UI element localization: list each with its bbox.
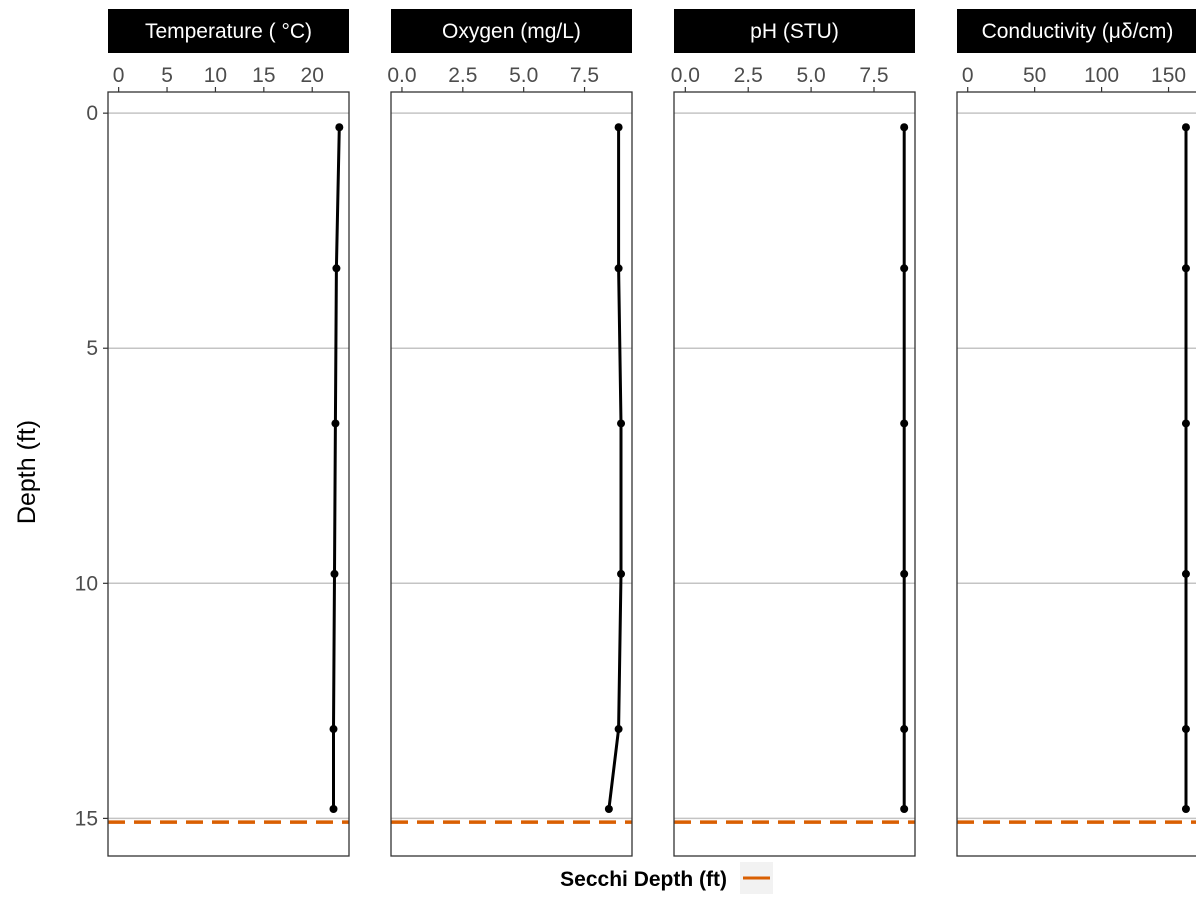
data-point bbox=[900, 725, 909, 734]
data-point bbox=[1181, 264, 1190, 273]
data-point bbox=[335, 123, 344, 132]
data-point bbox=[604, 804, 613, 813]
legend: Secchi Depth (ft) bbox=[560, 862, 773, 894]
data-point bbox=[900, 123, 909, 132]
facet-strip bbox=[674, 9, 915, 53]
data-point bbox=[329, 725, 338, 734]
x-tick-label: 20 bbox=[301, 64, 324, 87]
y-tick-label: 0 bbox=[86, 102, 98, 125]
x-tick-label: 0.0 bbox=[387, 64, 416, 87]
data-point bbox=[332, 264, 341, 273]
panel-border bbox=[107, 91, 350, 857]
panel-border bbox=[390, 91, 633, 857]
x-tick-label: 100 bbox=[1084, 64, 1119, 87]
series-line bbox=[607, 127, 623, 810]
x-tick-label: 5.0 bbox=[509, 64, 538, 87]
x-tick-label: 0.0 bbox=[671, 64, 700, 87]
y-axis: 0 5 10 15 bbox=[75, 102, 108, 830]
data-point bbox=[1181, 804, 1190, 813]
facet-strip bbox=[957, 9, 1196, 53]
x-tick-label: 2.5 bbox=[448, 64, 477, 87]
panel-4: Conductivity (μδ/cm) 0 50 100 150 bbox=[956, 9, 1196, 857]
data-point bbox=[900, 569, 909, 578]
x-tick-label: 5 bbox=[161, 64, 173, 87]
y-axis-title: Depth (ft) bbox=[13, 420, 41, 524]
x-tick-label: 5.0 bbox=[797, 64, 826, 87]
facet-title: Oxygen (mg/L) bbox=[442, 20, 581, 43]
x-tick-label: 10 bbox=[204, 64, 227, 87]
data-point bbox=[617, 569, 626, 578]
legend-title: Secchi Depth (ft) bbox=[560, 868, 727, 891]
x-tick-label: 150 bbox=[1151, 64, 1186, 87]
x-tick-label: 7.5 bbox=[570, 64, 599, 87]
facet-strip bbox=[391, 9, 632, 53]
panel-1: Temperature ( °C) 0 5 10 15 20 bbox=[107, 9, 350, 857]
x-tick-label: 50 bbox=[1023, 64, 1046, 87]
series-line bbox=[332, 127, 341, 809]
data-point bbox=[1181, 569, 1190, 578]
facet-title: Temperature ( °C) bbox=[145, 20, 312, 43]
data-point bbox=[1181, 123, 1190, 132]
facet-title: pH (STU) bbox=[750, 20, 839, 43]
panel-3: pH (STU) 0.0 2.5 5.0 7.5 bbox=[671, 9, 916, 857]
x-tick-label: 2.5 bbox=[734, 64, 763, 87]
panels-layer: Temperature ( °C) 0 5 10 15 20 Oxygen (mg/L) 0.… bbox=[107, 9, 1196, 857]
x-tick-label: 7.5 bbox=[859, 64, 888, 87]
x-tick-label: 0 bbox=[113, 64, 125, 87]
data-point bbox=[614, 264, 623, 273]
data-point bbox=[329, 804, 338, 813]
data-point bbox=[900, 804, 909, 813]
y-tick-label: 5 bbox=[86, 337, 98, 360]
data-point bbox=[330, 569, 339, 578]
panel-border bbox=[956, 91, 1196, 857]
y-tick-label: 10 bbox=[75, 572, 98, 595]
data-point bbox=[1181, 419, 1190, 428]
panel-border bbox=[673, 91, 916, 857]
x-tick-label: 0 bbox=[962, 64, 974, 87]
y-tick-label: 15 bbox=[75, 807, 98, 830]
data-point bbox=[331, 419, 340, 428]
data-point bbox=[617, 419, 626, 428]
data-point bbox=[900, 264, 909, 273]
facet-strip bbox=[108, 9, 349, 53]
panel-2: Oxygen (mg/L) 0.0 2.5 5.0 7.5 bbox=[387, 9, 633, 857]
data-point bbox=[614, 725, 623, 734]
facet-title: Conductivity (μδ/cm) bbox=[982, 20, 1174, 43]
data-point bbox=[900, 419, 909, 428]
data-point bbox=[1181, 725, 1190, 734]
x-tick-label: 15 bbox=[252, 64, 275, 87]
data-point bbox=[614, 123, 623, 132]
